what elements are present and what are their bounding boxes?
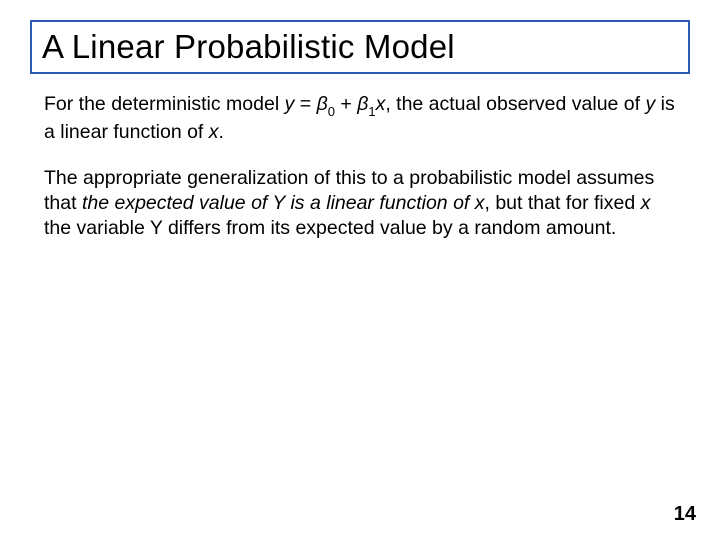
paragraph-1: For the deterministic model y = β0 + β1x…: [44, 92, 676, 144]
p1-var-y: y: [285, 93, 295, 115]
p2-emphasis: the expected value of Y is a linear func…: [82, 192, 485, 214]
body-text: For the deterministic model y = β0 + β1x…: [30, 92, 690, 241]
page-number: 14: [674, 503, 696, 526]
p1-var-y2: y: [645, 93, 655, 115]
p2-text-b: , but that for fixed: [485, 192, 641, 214]
p2-var-Y: Y: [150, 217, 163, 239]
paragraph-2: The appropriate generalization of this t…: [44, 166, 676, 241]
p1-beta1: β: [357, 93, 368, 115]
p1-text-a: For the deterministic model: [44, 93, 285, 115]
p1-plus: +: [335, 93, 357, 115]
p1-sub1: 1: [368, 104, 375, 119]
p2-text-c: the variable: [44, 217, 150, 239]
p2-var-x: x: [641, 192, 651, 214]
p1-text-d: .: [219, 121, 224, 143]
p1-var-x: x: [376, 93, 386, 115]
p1-eq: =: [294, 93, 316, 115]
p1-var-x2: x: [209, 121, 219, 143]
p1-beta0: β: [317, 93, 328, 115]
p2-text-d: differs from its expected value by a ran…: [163, 217, 617, 239]
p1-text-b: , the actual observed value of: [385, 93, 645, 115]
title-box: A Linear Probabilistic Model: [30, 20, 690, 74]
slide-title: A Linear Probabilistic Model: [42, 28, 678, 66]
slide: A Linear Probabilistic Model For the det…: [0, 0, 720, 540]
p1-sub0: 0: [328, 104, 335, 119]
